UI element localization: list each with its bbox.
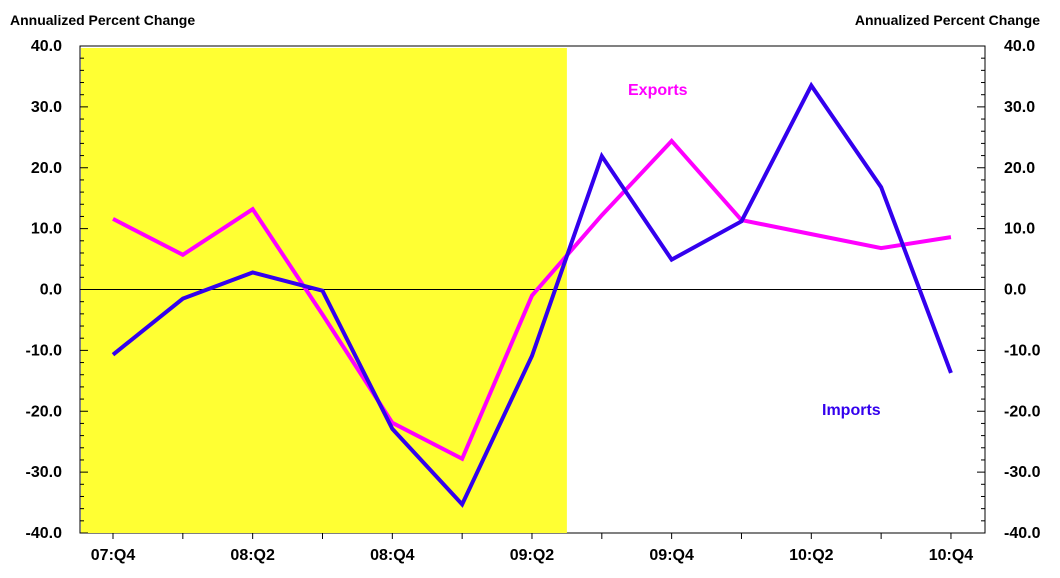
left-tick-label: 30.0 [31,99,62,116]
x-tick-label: 09:Q4 [649,547,694,564]
right-tick-label: -10.0 [1004,342,1041,359]
right-tick-label: -30.0 [1004,464,1041,481]
right-tick-label: 10.0 [1004,221,1035,238]
left-axis-title: Annualized Percent Change [10,12,195,28]
x-tick-label: 10:Q2 [789,547,834,564]
right-tick-label: 30.0 [1004,99,1035,116]
right-tick-label: -40.0 [1004,525,1041,542]
left-tick-label: -20.0 [26,403,63,420]
series-lines [111,81,953,508]
right-axis-ticks: 40.0 30.0 20.0 10.0 0.0 -10.0 -20.0 -30.0 -40.0 [977,38,1041,542]
x-tick-label: 07:Q4 [91,547,136,564]
left-tick-label: -40.0 [26,525,63,542]
x-tick-label: 08:Q4 [370,547,415,564]
right-tick-label: -20.0 [1004,403,1041,420]
left-tick-label: 20.0 [31,160,62,177]
x-tick-label: 10:Q4 [929,547,974,564]
right-tick-label: 40.0 [1004,38,1035,55]
left-axis-ticks: 40.0 30.0 20.0 10.0 0.0 -10.0 -20.0 -30.0 -40.0 [26,38,88,542]
right-tick-label: 20.0 [1004,160,1035,177]
x-tick-label: 09:Q2 [510,547,555,564]
exports-line [112,137,952,462]
left-tick-label: 0.0 [40,282,62,299]
right-tick-label: 0.0 [1004,282,1026,299]
left-tick-label: -10.0 [26,342,63,359]
left-tick-label: 10.0 [31,221,62,238]
exports-label: Exports [628,82,688,99]
imports-label: Imports [822,402,881,419]
imports-line [111,81,953,508]
x-axis-ticks: 07:Q4 08:Q2 08:Q4 09:Q2 09:Q4 10:Q2 10:Q4 [91,533,974,564]
x-tick-label: 08:Q2 [230,547,275,564]
left-tick-label: 40.0 [31,38,62,55]
left-tick-label: -30.0 [26,464,63,481]
right-axis-title: Annualized Percent Change [855,12,1040,28]
